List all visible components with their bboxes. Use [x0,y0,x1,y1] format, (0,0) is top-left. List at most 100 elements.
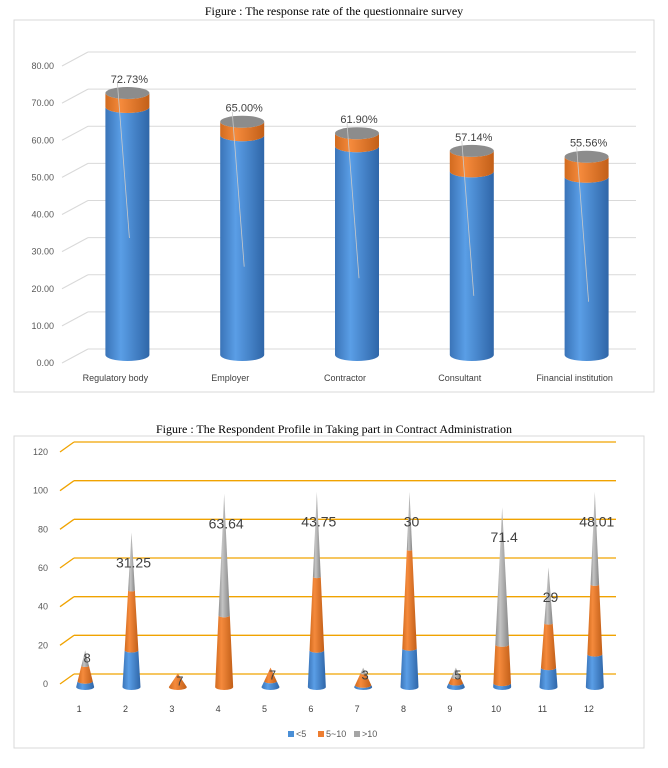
chart1-ytick-label: 40.00 [31,210,54,220]
chart1-gridline-diag [61,348,89,364]
chart1-gridline-diag [61,274,89,290]
chart1-bar-top [220,115,265,128]
chart2-gridline-diag [59,480,75,492]
chart1-bar-cap [105,92,150,113]
chart2-cone-segment-5 [400,648,419,690]
chart2-cone-segment-510 [355,673,372,688]
chart2-ytick-label: 100 [33,486,48,496]
chart2-category-label: 1 [77,704,82,714]
chart1-gridline-diag [61,162,89,178]
chart2-cone-segment-10 [128,532,135,592]
chart1-ytick-label: 30.00 [31,247,54,257]
chart2-cone-segment-10 [218,493,230,618]
chart2-ytick-label: 120 [33,447,48,457]
chart2-cone-segment-10 [406,491,413,551]
chart2-data-label: 7 [269,668,276,683]
chart1-gridline-diag [61,125,89,141]
chart2-legend-label: 5~10 [326,729,346,739]
chart1-bar-top [335,127,379,140]
chart2-plot: 0 20 40 60 80 100 120 8 1 31.25 2 7 3 63.64 4 7 5 43.75 6 3… [33,441,616,739]
chart2-cone-segment-510 [587,584,603,657]
chart2-cone-segment-510 [309,576,325,653]
chart2-data-label: 5 [454,668,461,683]
chart2-category-label: 12 [584,704,594,714]
chart1-leader-line [346,123,360,279]
chart2-legend-swatch [318,731,324,737]
chart2-ytick-label: 80 [38,524,48,534]
chart1-ytick-label: 50.00 [31,172,54,182]
chart2-category-label: 4 [216,704,221,714]
chart2-cone-segment-5 [446,683,465,690]
chart2-ytick-label: 0 [43,679,48,689]
chart2-category-label: 10 [491,704,501,714]
chart2-cone-segment-5 [76,681,95,690]
chart2-cone-segment-5 [261,681,280,690]
chart1-bar-top [564,150,609,163]
chart2-data-label: 71.4 [491,529,518,545]
chart1-gridline-diag [61,51,89,67]
chart2-ytick-label: 40 [38,602,48,612]
chart1-ytick-label: 60.00 [31,135,54,145]
chart2-gridline-diag [59,557,75,569]
chart2-cone-segment-5 [122,650,141,690]
chart2-cone-segment-10 [81,650,89,667]
chart1-plot: 0.00 10.00 20.00 30.00 40.00 50.00 60.00 70.00 8… [31,51,636,383]
chart1-ytick-label: 80.00 [31,61,54,71]
chart2-category-label: 5 [262,704,267,714]
chart1-bar-cap [449,150,494,178]
chart1-bar-cap [220,121,265,142]
chart2-cone-segment-510 [448,677,464,686]
chart2-data-label: 63.64 [209,516,244,532]
chart2-gridline-diag [59,673,75,685]
chart1-bar [564,176,609,361]
chart1-category-label: Employer [211,373,249,383]
chart2-cone-segment-5 [539,667,558,690]
chart1-title: Figure : The response rate of the questi… [204,4,464,18]
chart1-data-label: 65.00% [226,103,264,115]
chart1-category-label: Consultant [438,373,482,383]
chart2-cone-segment-10 [544,567,553,625]
chart2-cone-segment-510 [540,623,557,671]
chart1-category-label: Financial institution [536,373,613,383]
chart1-leader-line [461,140,475,296]
chart2-data-label: 8 [84,650,91,665]
chart2-data-label: 29 [543,589,559,605]
chart1-gridline-diag [61,200,89,215]
chart2-gridline-diag [59,518,75,530]
chart2-cone-segment-5 [307,650,326,690]
chart1-bar [105,106,150,361]
chart1-data-label: 61.90% [340,114,378,126]
chart2-cone-segment-5 [354,685,373,690]
chart2-data-label: 48.01 [579,514,614,530]
chart1-gridline-diag [61,237,89,253]
chart1-category-label: Contractor [324,373,366,383]
chart2-legend-label: <5 [296,729,306,739]
chart2-gridline-diag [59,441,75,453]
chart2-cone-segment-10 [590,491,600,586]
chart2-category-label: 11 [538,704,547,714]
chart1-bar-top [449,144,494,157]
chart2-category-label: 9 [447,704,452,714]
chart1-data-label: 72.73% [111,74,149,86]
chart2-cone-segment-510 [264,667,277,684]
chart1-bar-cap [335,133,379,153]
chart1-ytick-label: 20.00 [31,284,54,294]
chart2-gridline-diag [59,634,75,646]
chart2-cone-segment-510 [124,590,139,653]
chart1-leader-line [117,82,130,239]
chart2-legend-swatch [288,731,294,737]
chart2-title: Figure : The Respondent Profile in Takin… [155,422,512,436]
chart2-cone-segment-10 [312,491,321,579]
chart2-data-label: 7 [176,673,183,688]
chart2-cone-segment-5 [493,683,512,690]
chart1-leader-line [231,111,245,267]
chart2-category-label: 7 [355,704,360,714]
chart1-gridline-diag [61,88,89,104]
chart1-ytick-label: 10.00 [31,321,54,331]
chart1-data-label: 55.56% [570,138,608,150]
chart2-frame [13,435,645,749]
chart2-data-label: 30 [404,514,420,530]
chart2-cone-segment-10 [451,667,461,679]
chart2-ytick-label: 20 [38,640,48,650]
